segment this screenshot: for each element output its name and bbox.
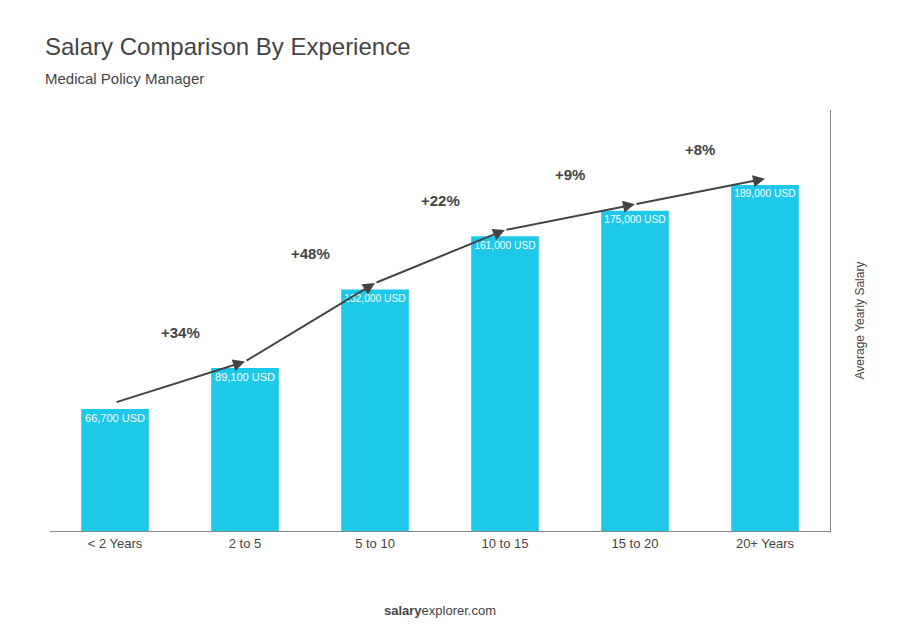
svg-text:Salary Comparison By Experienc: Salary Comparison By Experience xyxy=(45,33,411,60)
svg-text:Average Yearly Salary: Average Yearly Salary xyxy=(853,262,867,380)
svg-text:Medical Policy Manager: Medical Policy Manager xyxy=(45,70,204,87)
svg-text:+48%: +48% xyxy=(291,245,330,262)
svg-text:< 2 Years: < 2 Years xyxy=(88,536,143,551)
svg-text:+34%: +34% xyxy=(161,324,200,341)
svg-text:161,000 USD: 161,000 USD xyxy=(474,240,536,251)
svg-text:89,100 USD: 89,100 USD xyxy=(215,371,275,383)
svg-text:10 to 15: 10 to 15 xyxy=(482,536,529,551)
svg-text:20+ Years: 20+ Years xyxy=(736,536,795,551)
svg-text:5 to 10: 5 to 10 xyxy=(355,536,395,551)
svg-text:+9%: +9% xyxy=(555,166,585,183)
svg-text:+22%: +22% xyxy=(421,192,460,209)
svg-text:15 to 20: 15 to 20 xyxy=(612,536,659,551)
svg-text:175,000 USD: 175,000 USD xyxy=(604,214,666,225)
svg-text:salaryexplorer.com: salaryexplorer.com xyxy=(384,603,496,618)
svg-text:132,000 USD: 132,000 USD xyxy=(344,293,406,304)
svg-text:189,000 USD: 189,000 USD xyxy=(734,188,796,199)
svg-text:+8%: +8% xyxy=(685,141,715,158)
svg-text:2 to 5: 2 to 5 xyxy=(229,536,262,551)
svg-text:66,700 USD: 66,700 USD xyxy=(85,412,145,424)
